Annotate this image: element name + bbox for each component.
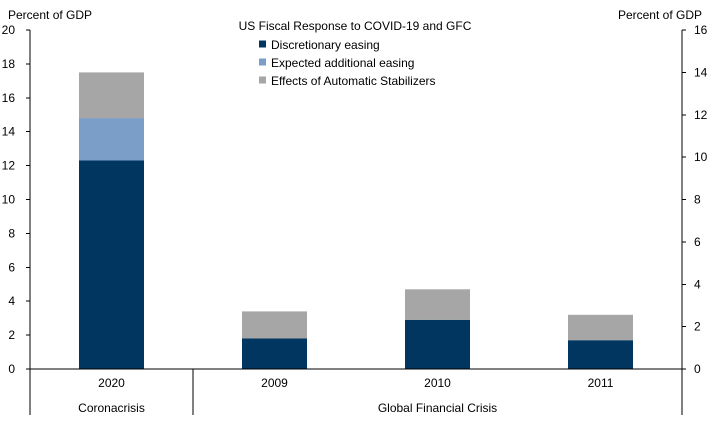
right-tick-label-3: 6 xyxy=(694,235,701,249)
group-label-1: Global Financial Crisis xyxy=(378,401,497,415)
left-tick-label-6: 12 xyxy=(2,159,16,173)
right-tick-label-8: 16 xyxy=(694,23,708,37)
bar-2009-series-2 xyxy=(242,311,307,339)
left-tick-label-7: 14 xyxy=(2,125,16,139)
left-tick-label-5: 10 xyxy=(2,193,16,207)
category-label-2011: 2011 xyxy=(588,376,614,390)
group-labels: Coronacrisis Global Financial Crisis xyxy=(29,369,683,415)
left-axis-ticks: 0 2 4 6 8 10 12 14 16 18 20 xyxy=(2,23,30,376)
right-tick-label-5: 10 xyxy=(694,150,708,164)
legend-swatch-1 xyxy=(259,58,266,66)
bar-2011-series-0 xyxy=(568,340,633,369)
y-axis-label-left: Percent of GDP xyxy=(8,8,92,22)
left-tick-label-10: 20 xyxy=(2,23,16,37)
left-tick-label-3: 6 xyxy=(8,260,15,274)
left-tick-label-0: 0 xyxy=(8,362,15,376)
legend-label-1: Expected additional easing xyxy=(271,56,414,70)
left-tick-label-9: 18 xyxy=(2,57,16,71)
left-tick-label-2: 4 xyxy=(8,294,15,308)
left-tick-label-4: 8 xyxy=(8,226,15,240)
right-axis-ticks: 0 2 4 6 8 10 12 14 16 xyxy=(682,23,708,376)
right-tick-label-1: 2 xyxy=(694,320,701,334)
group-label-0: Coronacrisis xyxy=(78,401,145,415)
legend: Discretionary easing Expected additional … xyxy=(259,38,436,88)
left-tick-label-8: 16 xyxy=(2,91,16,105)
legend-swatch-0 xyxy=(259,40,266,48)
legend-swatch-2 xyxy=(259,76,266,84)
bars xyxy=(79,72,633,369)
left-tick-label-1: 2 xyxy=(8,328,15,342)
bar-2010-series-0 xyxy=(405,319,470,369)
bar-2020-series-2 xyxy=(79,72,144,119)
right-tick-label-7: 14 xyxy=(694,65,708,79)
bar-2020-series-0 xyxy=(79,160,144,369)
bar-2011-series-2 xyxy=(568,314,633,341)
right-tick-label-6: 12 xyxy=(694,108,708,122)
chart-title: US Fiscal Response to COVID-19 and GFC xyxy=(239,19,472,33)
bar-2009-series-0 xyxy=(242,338,307,369)
bar-2020-series-1 xyxy=(79,118,144,161)
category-labels: 2020 2009 2010 2011 xyxy=(98,376,614,390)
right-tick-label-0: 0 xyxy=(694,362,701,376)
right-tick-label-2: 4 xyxy=(694,277,701,291)
category-label-2020: 2020 xyxy=(98,376,125,390)
right-tick-label-4: 8 xyxy=(694,193,701,207)
legend-label-0: Discretionary easing xyxy=(271,38,380,52)
y-axis-label-right: Percent of GDP xyxy=(618,8,702,22)
legend-label-2: Effects of Automatic Stabilizers xyxy=(271,74,436,88)
category-label-2009: 2009 xyxy=(261,376,288,390)
bar-2010-series-2 xyxy=(405,289,470,320)
category-label-2010: 2010 xyxy=(424,376,451,390)
